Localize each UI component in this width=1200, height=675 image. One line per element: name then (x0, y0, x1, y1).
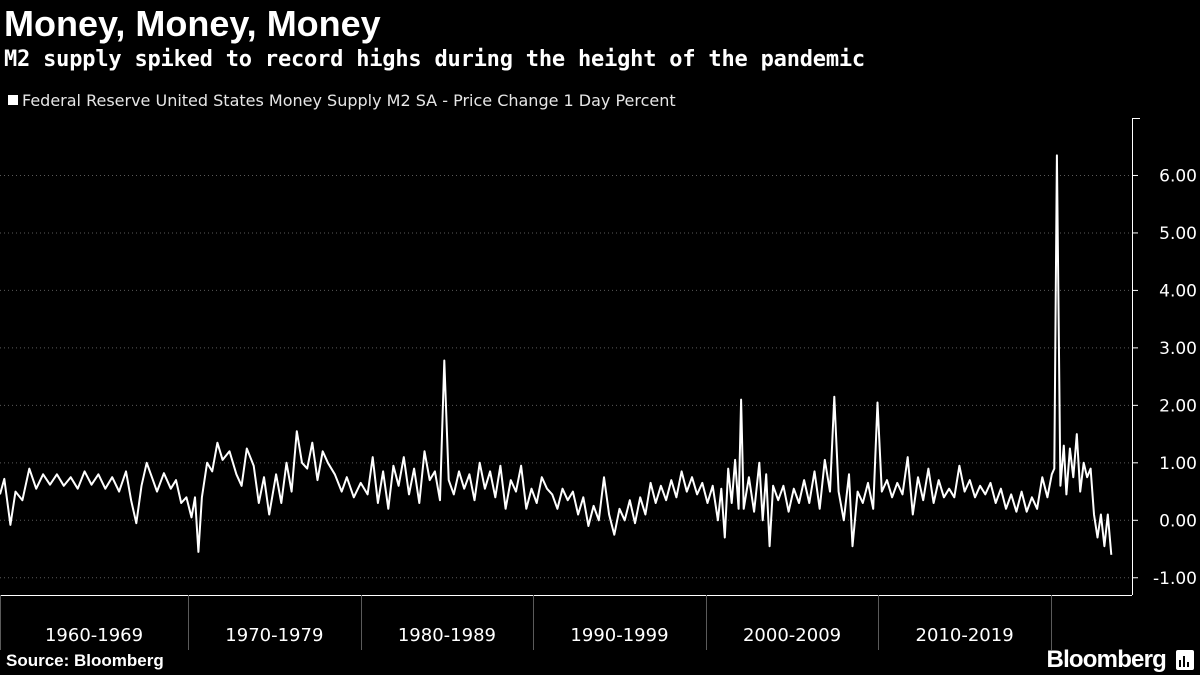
x-category-label: 1980-1989 (398, 625, 496, 646)
legend-label: Federal Reserve United States Money Supp… (22, 90, 676, 110)
y-tick-label: 6.00 (1159, 166, 1197, 186)
y-tick-label: 3.00 (1159, 339, 1197, 359)
x-category-label: 1970-1979 (225, 625, 323, 646)
y-tick-label: -1.00 (1153, 569, 1197, 589)
y-tick-label: 1.00 (1159, 454, 1197, 474)
legend: Federal Reserve United States Money Supp… (8, 88, 676, 112)
x-category-label: 2010-2019 (916, 625, 1014, 646)
y-tick-label: 5.00 (1159, 224, 1197, 244)
x-category-label: 2000-2009 (743, 625, 841, 646)
legend-swatch (8, 95, 18, 105)
series-line (0, 154, 1113, 555)
bloomberg-terminal-icon (1176, 650, 1194, 670)
x-category-label: 1990-1999 (570, 625, 668, 646)
y-tick-label: 0.00 (1159, 511, 1197, 531)
y-tick-label: 2.00 (1159, 396, 1197, 416)
source-note: Source: Bloomberg (6, 651, 164, 670)
y-tick-label: 4.00 (1159, 281, 1197, 301)
bloomberg-logo: Bloomberg (1046, 646, 1167, 673)
chart-title: Money, Money, Money (4, 3, 381, 44)
chart-subtitle: M2 supply spiked to record highs during … (4, 47, 865, 72)
x-category-label: 1960-1969 (45, 625, 143, 646)
